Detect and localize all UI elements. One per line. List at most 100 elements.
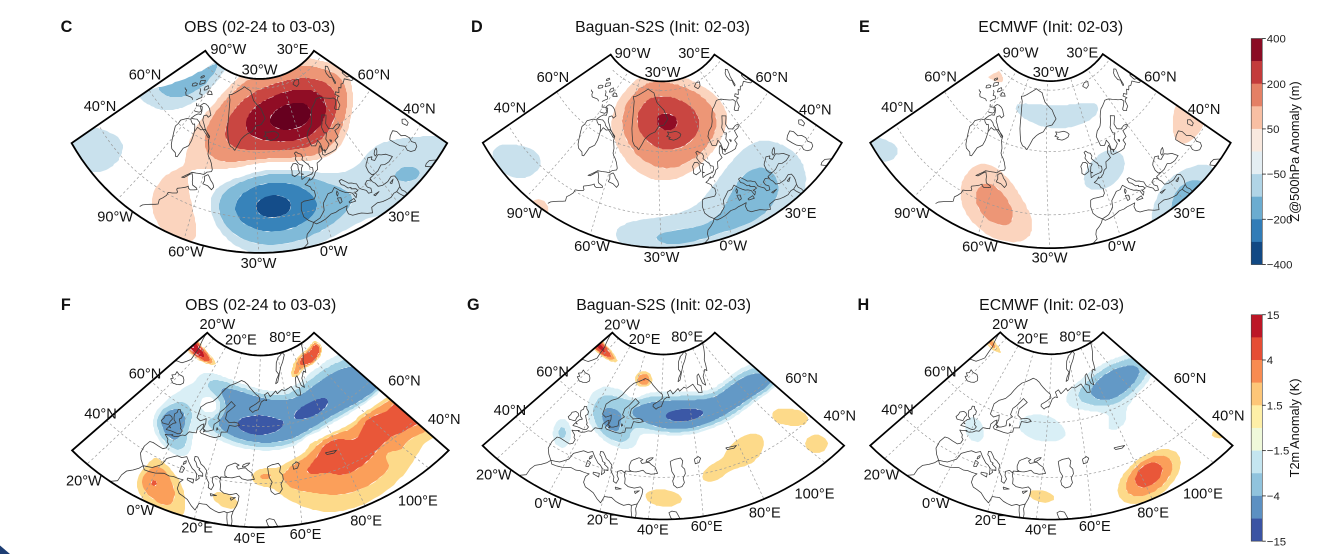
svg-text:60°N: 60°N [924, 70, 957, 86]
svg-text:80°E: 80°E [350, 513, 382, 529]
svg-text:−50: −50 [1267, 169, 1286, 181]
svg-text:60°W: 60°W [962, 240, 998, 256]
svg-text:20°E: 20°E [975, 513, 1007, 529]
svg-text:60°N: 60°N [129, 68, 162, 84]
svg-text:60°N: 60°N [755, 70, 788, 86]
svg-text:20°W: 20°W [66, 474, 102, 490]
svg-text:15: 15 [1267, 310, 1280, 322]
svg-text:30°W: 30°W [645, 65, 681, 81]
svg-text:20°W: 20°W [476, 467, 512, 483]
svg-text:60°N: 60°N [785, 371, 818, 387]
svg-text:60°E: 60°E [290, 527, 322, 543]
svg-text:40°N: 40°N [881, 403, 914, 419]
svg-text:0°W: 0°W [320, 244, 348, 260]
svg-text:80°E: 80°E [269, 330, 301, 346]
svg-text:80°E: 80°E [1137, 506, 1169, 522]
svg-text:30°E: 30°E [388, 210, 420, 226]
svg-text:40°N: 40°N [403, 101, 436, 117]
svg-text:0°W: 0°W [922, 496, 950, 512]
svg-text:40°N: 40°N [84, 99, 117, 115]
svg-text:−400: −400 [1267, 260, 1293, 272]
svg-text:60°N: 60°N [1174, 371, 1207, 387]
svg-text:D: D [471, 18, 483, 36]
svg-text:60°N: 60°N [388, 373, 421, 389]
svg-text:−1.5: −1.5 [1267, 446, 1290, 458]
svg-text:20°W: 20°W [992, 317, 1028, 333]
svg-text:100°E: 100°E [795, 487, 835, 503]
svg-text:F: F [61, 296, 71, 314]
svg-text:1.5: 1.5 [1267, 400, 1283, 412]
svg-text:60°N: 60°N [1144, 70, 1177, 86]
svg-text:60°W: 60°W [574, 239, 610, 255]
svg-text:30°W: 30°W [1032, 250, 1068, 266]
svg-text:50: 50 [1267, 124, 1280, 136]
svg-text:60°E: 60°E [1079, 519, 1111, 535]
svg-text:60°N: 60°N [924, 364, 957, 380]
svg-text:30°E: 30°E [1173, 206, 1205, 222]
svg-text:−200: −200 [1267, 214, 1293, 226]
svg-text:H: H [858, 296, 870, 314]
svg-text:4: 4 [1267, 355, 1273, 367]
svg-text:−15: −15 [1267, 536, 1286, 548]
svg-text:20°E: 20°E [587, 513, 619, 529]
svg-text:40°E: 40°E [1025, 523, 1057, 539]
svg-text:30°E: 30°E [277, 42, 309, 58]
svg-text:0°W: 0°W [719, 239, 747, 255]
svg-text:40°N: 40°N [494, 100, 527, 116]
svg-text:Baguan-S2S (Init: 02-03): Baguan-S2S (Init: 02-03) [576, 297, 751, 314]
svg-text:40°N: 40°N [494, 403, 527, 419]
svg-text:90°W: 90°W [210, 42, 246, 58]
svg-text:200: 200 [1267, 79, 1286, 91]
svg-text:90°W: 90°W [1003, 45, 1039, 61]
svg-text:60°E: 60°E [691, 519, 723, 535]
svg-text:80°E: 80°E [1059, 329, 1091, 345]
svg-text:0°W: 0°W [127, 503, 155, 519]
svg-text:20°E: 20°E [181, 521, 213, 537]
svg-text:40°E: 40°E [234, 531, 266, 547]
svg-text:20°E: 20°E [629, 332, 661, 348]
svg-text:ECMWF (Init: 02-03): ECMWF (Init: 02-03) [979, 297, 1124, 314]
svg-text:20°W: 20°W [864, 467, 900, 483]
svg-text:T2m Anomaly (K): T2m Anomaly (K) [1287, 379, 1302, 478]
svg-text:20°E: 20°E [1017, 332, 1049, 348]
svg-text:30°E: 30°E [785, 206, 817, 222]
svg-text:40°E: 40°E [637, 523, 669, 539]
svg-text:80°E: 80°E [749, 506, 781, 522]
svg-text:60°N: 60°N [536, 365, 569, 381]
svg-text:40°N: 40°N [428, 412, 461, 428]
svg-text:40°N: 40°N [84, 406, 117, 422]
svg-text:80°E: 80°E [671, 330, 703, 346]
svg-text:40°N: 40°N [1188, 102, 1221, 118]
svg-text:40°N: 40°N [881, 100, 914, 116]
svg-text:60°W: 60°W [168, 245, 204, 261]
svg-text:−4: −4 [1267, 491, 1280, 503]
svg-text:20°W: 20°W [604, 317, 640, 333]
svg-text:20°E: 20°E [225, 333, 257, 349]
svg-text:OBS (02-24 to 03-03): OBS (02-24 to 03-03) [185, 297, 336, 314]
svg-text:0°W: 0°W [534, 496, 562, 512]
svg-text:30°W: 30°W [242, 62, 278, 78]
svg-text:60°N: 60°N [129, 367, 162, 383]
svg-text:Z@500hPa Anomaly (m): Z@500hPa Anomaly (m) [1287, 81, 1302, 221]
svg-text:100°E: 100°E [1183, 487, 1223, 503]
svg-text:30°W: 30°W [241, 256, 277, 272]
svg-text:20°W: 20°W [199, 317, 235, 333]
svg-text:40°N: 40°N [823, 409, 856, 425]
svg-text:60°N: 60°N [537, 70, 570, 86]
svg-text:ECMWF (Init: 02-03): ECMWF (Init: 02-03) [978, 19, 1123, 36]
svg-text:30°W: 30°W [1033, 65, 1069, 81]
svg-text:Baguan-S2S (Init: 02-03): Baguan-S2S (Init: 02-03) [575, 19, 750, 36]
svg-text:30°E: 30°E [1066, 45, 1098, 61]
svg-text:60°N: 60°N [358, 68, 391, 84]
svg-text:C: C [61, 18, 73, 36]
svg-text:90°W: 90°W [507, 206, 543, 222]
svg-text:OBS (02-24 to 03-03): OBS (02-24 to 03-03) [184, 19, 335, 36]
svg-text:90°W: 90°W [615, 46, 651, 62]
svg-text:G: G [467, 296, 480, 314]
svg-text:0°W: 0°W [1108, 239, 1136, 255]
svg-text:30°E: 30°E [678, 46, 710, 62]
svg-text:30°W: 30°W [644, 250, 680, 266]
svg-text:40°N: 40°N [799, 102, 832, 118]
svg-text:40°N: 40°N [1212, 408, 1245, 424]
svg-text:400: 400 [1267, 34, 1286, 46]
